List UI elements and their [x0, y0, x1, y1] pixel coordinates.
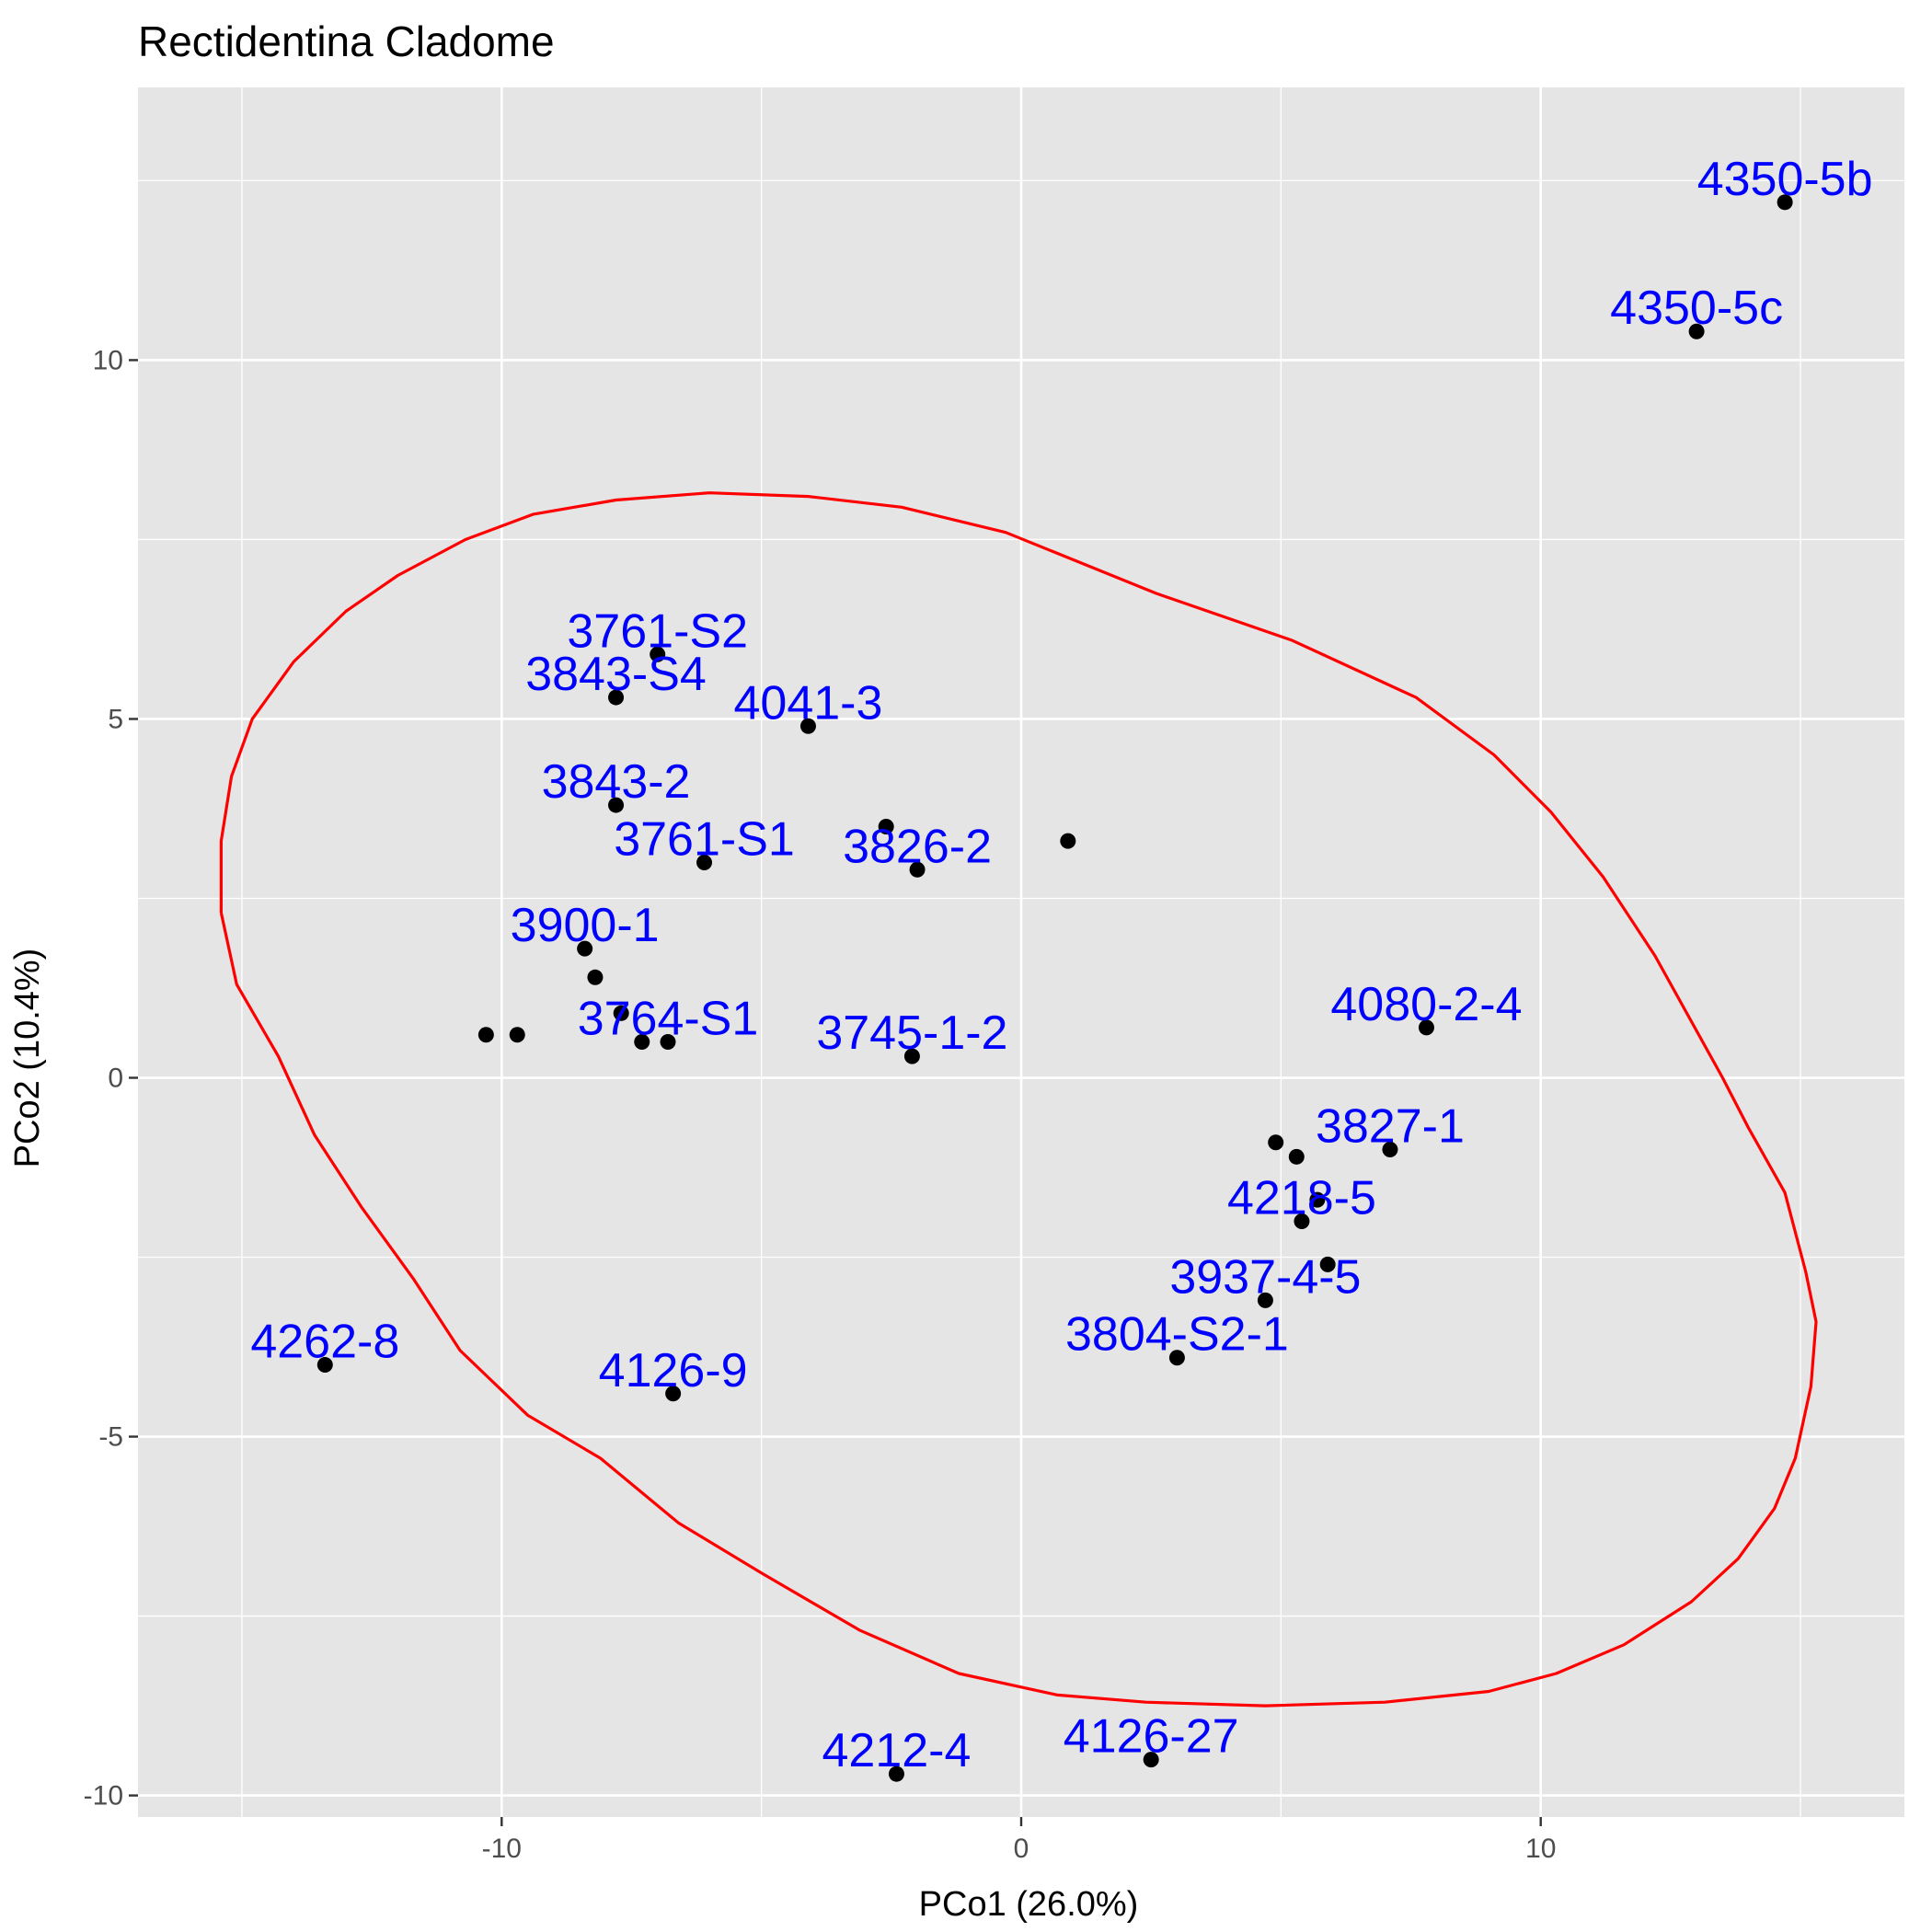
data-point [696, 854, 713, 870]
data-point [1777, 194, 1793, 211]
data-point [634, 1034, 650, 1051]
point-label: 4080-2-4 [1330, 978, 1522, 1031]
point-label: 3843-2 [542, 755, 691, 809]
point-label: 4212-4 [822, 1724, 972, 1777]
y-tick-label: 0 [108, 1064, 123, 1094]
y-axis: -10 -5 0 5 10 [84, 345, 138, 1811]
data-point [316, 1357, 333, 1374]
point-label: 3827-1 [1316, 1100, 1465, 1154]
point-label: 4350-5b [1697, 153, 1873, 206]
point-label: 4350-5c [1610, 282, 1783, 335]
data-point [1257, 1292, 1273, 1308]
chart-title: Rectidentina Cladome [138, 17, 555, 65]
point-label: 3761-S1 [614, 812, 795, 866]
data-point [1060, 833, 1076, 849]
x-tick-label: -10 [482, 1834, 522, 1864]
point-label: 3764-S1 [578, 993, 759, 1046]
x-axis: -10 0 10 [482, 1817, 1556, 1864]
y-axis-title: PCo2 (10.4%) [8, 949, 47, 1168]
confidence-ellipse-layer [219, 491, 1818, 1708]
y-tick-label: 10 [93, 345, 123, 375]
data-point [1143, 1752, 1159, 1768]
data-point [1168, 1350, 1185, 1366]
point-label: 4126-9 [599, 1344, 748, 1397]
data-point [660, 1034, 676, 1051]
data-point [613, 1005, 629, 1021]
y-tick-label: -10 [84, 1781, 123, 1811]
data-point [665, 1386, 682, 1402]
x-tick-label: 10 [1525, 1834, 1556, 1864]
data-point [1268, 1134, 1284, 1151]
points-layer [316, 194, 1793, 1782]
y-tick-label: -5 [98, 1422, 123, 1453]
point-label: 4041-3 [734, 676, 883, 730]
y-tick-label: 5 [108, 704, 123, 734]
data-point [577, 940, 593, 957]
point-label: 3745-1-2 [816, 1006, 1007, 1060]
x-axis-title: PCo1 (26.0%) [919, 1885, 1139, 1924]
data-point [888, 1765, 904, 1782]
point-label: 4262-8 [250, 1316, 399, 1369]
data-point [509, 1027, 525, 1043]
data-point [1309, 1191, 1326, 1208]
data-point [477, 1027, 494, 1043]
data-point [1418, 1019, 1434, 1036]
data-point [1382, 1142, 1398, 1158]
data-point [608, 689, 625, 706]
point-label: 3761-S2 [567, 604, 748, 658]
point-label: 3804-S2-1 [1065, 1308, 1289, 1362]
data-point [1688, 323, 1705, 339]
data-point [903, 1048, 920, 1064]
point-label: 3826-2 [843, 820, 992, 873]
data-point [1294, 1213, 1310, 1230]
x-tick-label: 0 [1014, 1834, 1029, 1864]
data-point [650, 646, 666, 662]
point-label: 3937-4-5 [1169, 1250, 1361, 1304]
grid-major [138, 87, 1904, 1817]
point-label: 3843-S4 [525, 648, 707, 701]
confidence-ellipse [219, 491, 1818, 1708]
point-label: 4126-27 [1064, 1710, 1239, 1764]
point-label: 4218-5 [1227, 1172, 1376, 1225]
data-point [587, 969, 604, 985]
data-point [1288, 1148, 1305, 1165]
data-point [878, 818, 894, 834]
data-point [608, 797, 625, 813]
data-point [1319, 1256, 1336, 1272]
data-point [799, 718, 816, 734]
point-label: 3900-1 [511, 899, 660, 952]
data-point [909, 861, 926, 878]
